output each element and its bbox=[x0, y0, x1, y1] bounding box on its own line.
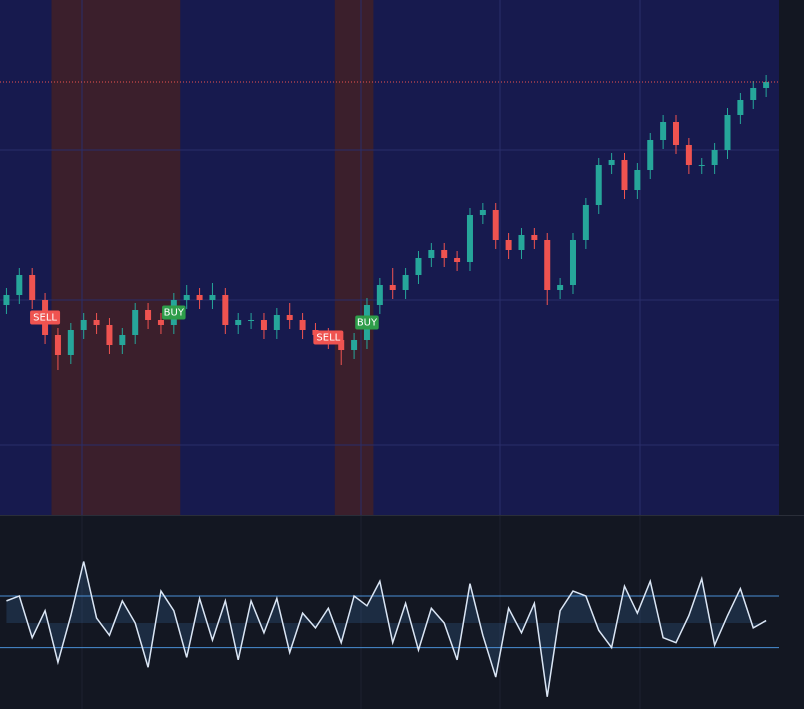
candle-body bbox=[685, 145, 692, 165]
candle-body bbox=[29, 275, 36, 300]
candle-body bbox=[647, 140, 654, 170]
candle-body bbox=[260, 320, 267, 330]
candle-body bbox=[750, 88, 757, 100]
candle-body bbox=[106, 325, 113, 345]
candle-body bbox=[441, 250, 448, 258]
candle-body bbox=[54, 335, 61, 355]
candle-body bbox=[286, 315, 293, 320]
candle-body bbox=[763, 82, 770, 88]
signal-marker bbox=[313, 330, 344, 345]
candle-body bbox=[479, 210, 486, 215]
signal-region bbox=[334, 0, 374, 515]
candle-body bbox=[389, 285, 396, 290]
candle-body bbox=[518, 235, 525, 250]
signal-label: SELL bbox=[33, 313, 57, 324]
candle-body bbox=[595, 165, 602, 205]
candle-body bbox=[454, 258, 461, 262]
candle-body bbox=[737, 100, 744, 115]
candle-body bbox=[428, 250, 435, 258]
signal-marker bbox=[30, 310, 61, 325]
candle-body bbox=[634, 170, 641, 190]
candle-body bbox=[621, 160, 628, 190]
signal-label: BUY bbox=[357, 318, 378, 329]
candle-body bbox=[338, 340, 345, 350]
signal-label: SELL bbox=[316, 333, 340, 344]
regions bbox=[51, 0, 374, 515]
candle-body bbox=[711, 150, 718, 165]
candle-body bbox=[672, 122, 679, 145]
candle-body bbox=[402, 275, 409, 290]
plot: SELL BUY SELL BUY bbox=[0, 75, 779, 697]
candle-body bbox=[196, 295, 203, 300]
candle-body bbox=[724, 115, 731, 150]
candle-body bbox=[544, 240, 551, 290]
candle-body bbox=[3, 295, 10, 305]
candle-body bbox=[466, 215, 473, 262]
oscillator-fill bbox=[6, 561, 767, 697]
candle-body bbox=[16, 275, 23, 295]
candle-body bbox=[608, 160, 615, 165]
candle-body bbox=[557, 285, 564, 290]
candle-body bbox=[132, 310, 139, 335]
candle-body bbox=[222, 295, 229, 325]
candle-body bbox=[299, 320, 306, 330]
candle-body bbox=[531, 235, 538, 240]
candle-body bbox=[248, 320, 255, 321]
signal-label: BUY bbox=[164, 308, 185, 319]
candle-body bbox=[492, 210, 499, 240]
candle-body bbox=[80, 320, 87, 330]
candle-body bbox=[273, 315, 280, 330]
grid bbox=[0, 0, 779, 515]
candle-body bbox=[582, 205, 589, 240]
candle-body bbox=[235, 320, 242, 325]
candle-body bbox=[119, 335, 126, 345]
candle-body bbox=[67, 330, 74, 355]
candle-body bbox=[505, 240, 512, 250]
signal-region bbox=[51, 0, 181, 515]
candle-body bbox=[569, 240, 576, 285]
osc-grid bbox=[81, 516, 641, 709]
candle-body bbox=[93, 320, 100, 325]
candle-body bbox=[660, 122, 667, 140]
candle-body bbox=[145, 310, 152, 320]
signal-marker bbox=[162, 305, 186, 320]
candle-body bbox=[415, 258, 422, 275]
oscillator-line bbox=[6, 561, 767, 697]
signal-marker bbox=[355, 315, 379, 330]
candle-body bbox=[183, 295, 190, 300]
candle-body bbox=[376, 285, 383, 305]
candle-body bbox=[157, 320, 164, 325]
candle-body bbox=[209, 295, 216, 300]
candle-body bbox=[351, 340, 358, 350]
candle-body bbox=[698, 165, 705, 166]
